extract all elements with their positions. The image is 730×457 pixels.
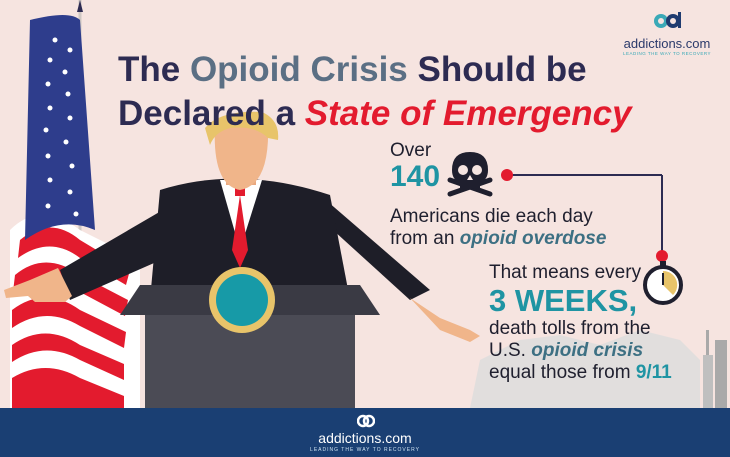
stat-daily-deaths: Over 140 (390, 140, 440, 192)
stat1-line2-prefix: from an (390, 228, 460, 249)
title-highlight: Opioid Crisis (189, 50, 408, 89)
logo-tagline: LEADING THE WAY TO RECOVERY (622, 51, 712, 56)
title-suffix: Should be (407, 50, 587, 89)
stat2-description: death tolls from the U.S. opioid crisis … (489, 318, 719, 384)
speaker-figure (4, 111, 480, 342)
stat-three-weeks: That means every 3 WEEKS, (489, 262, 641, 318)
stat1-emphasis: opioid overdose (459, 228, 607, 249)
logo-mark-icon (654, 12, 681, 28)
twin-towers-skyline (470, 330, 727, 408)
stat2-line2-prefix: U.S. (489, 340, 532, 361)
stat2-line3-prefix: equal those from (489, 362, 636, 383)
stat2-period: 3 WEEKS, (489, 283, 638, 318)
podium (120, 267, 380, 408)
logo-brand: addictions.com (623, 36, 711, 51)
headline: The Opioid Crisis Should be Declared a S… (118, 48, 678, 136)
stat2-intro: That means every (489, 262, 642, 283)
skull-crossbones-icon (447, 152, 493, 197)
stat1-line1: Americans die each day (390, 206, 593, 227)
title-prefix: The (118, 50, 190, 89)
footer-logo-icon (357, 414, 375, 428)
title-line2-prefix: Declared a (118, 94, 305, 133)
footer-brand[interactable]: addictions.com (318, 430, 412, 446)
timeline-connector (501, 169, 668, 262)
title-emphasis: State of Emergency (304, 94, 632, 133)
footer-tagline: LEADING THE WAY TO RECOVERY (310, 447, 420, 453)
stat2-line1: death tolls from the (489, 318, 651, 339)
stat1-description: Americans die each day from an opioid ov… (390, 206, 690, 250)
footer-bar: addictions.com LEADING THE WAY TO RECOVE… (0, 408, 730, 457)
stat1-number: 140 (390, 160, 441, 193)
stopwatch-icon (643, 261, 683, 305)
brand-logo[interactable]: addictions.com LEADING THE WAY TO RECOVE… (612, 12, 722, 56)
stat2-nine-eleven: 9/11 (635, 362, 672, 383)
stat2-emphasis: opioid crisis (531, 340, 644, 361)
stat1-over: Over (390, 140, 432, 161)
illustration (4, 0, 727, 408)
